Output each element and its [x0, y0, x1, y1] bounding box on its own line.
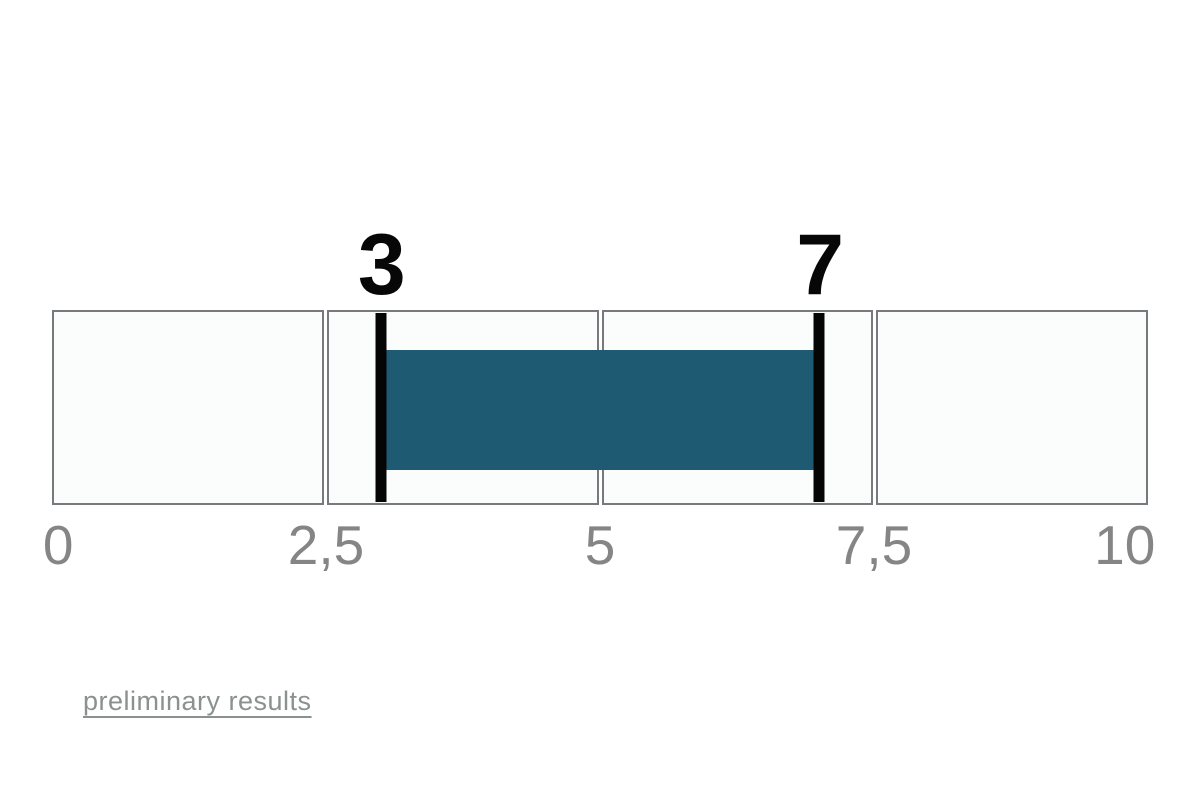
range-end-value-label: 7: [796, 217, 844, 313]
range-end-marker: [813, 313, 825, 502]
scale-track: [52, 310, 1148, 505]
scale-segment: [876, 310, 1148, 505]
preliminary-results-link[interactable]: preliminary results: [83, 686, 312, 716]
scale-segment: [52, 310, 324, 505]
range-bar: [380, 350, 820, 470]
axis-tick-labels: 0 2,5 5 7,5 10: [43, 505, 1156, 585]
axis-tick-label: 2,5: [287, 514, 365, 576]
range-value-labels: 3 7: [52, 0, 1148, 308]
axis-tick-label: 0: [42, 514, 74, 576]
range-start-marker: [375, 313, 387, 502]
axis-tick-label: 5: [584, 514, 616, 576]
range-start-value-label: 3: [357, 217, 406, 313]
axis-tick-label: 7,5: [835, 514, 913, 576]
axis-tick-label: 10: [1094, 514, 1156, 576]
